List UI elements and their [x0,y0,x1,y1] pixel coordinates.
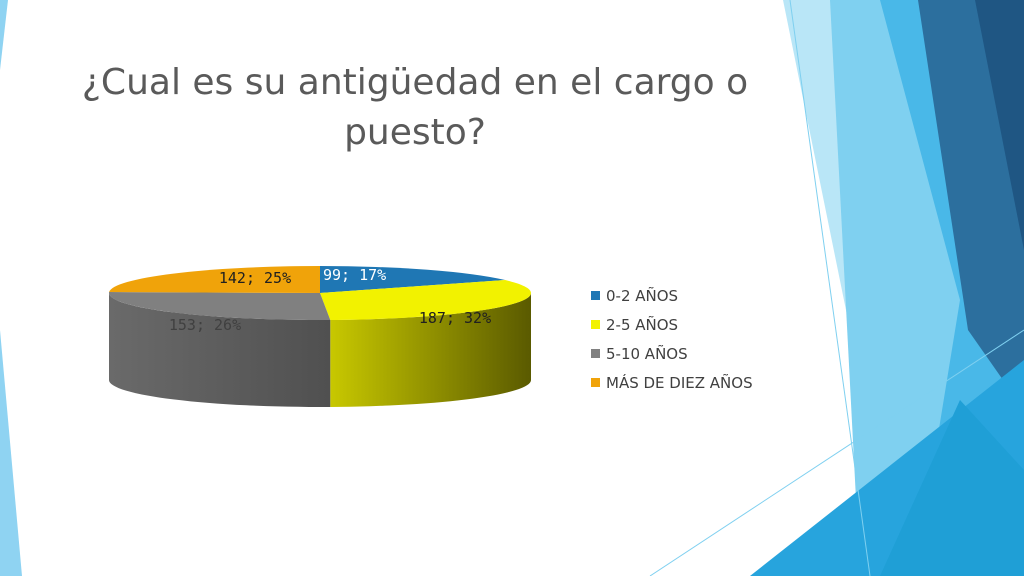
pie-slice-2 [109,292,331,320]
pie-labels: 99; 17% 187; 32% 153; 26% 142; 25% [169,266,491,334]
decor-left-top [0,0,8,70]
legend: 0-2 AÑOS 2-5 AÑOS 5-10 AÑOS MÁS DE DIEZ AÑO… [591,286,753,392]
pie-sides [109,293,531,408]
pie-top [109,266,532,320]
legend-label-1: 2-5 AÑOS [606,315,678,334]
legend-swatch-0 [591,291,600,300]
decor-left-bottom [0,330,22,576]
decor-shape-bottom-2 [880,400,1024,576]
data-label-3: 142; 25% [219,269,291,287]
legend-label-3: MÁS DE DIEZ AÑOS [606,373,753,392]
pie-side-2 [109,293,331,408]
data-label-2: 153; 26% [169,316,241,334]
pie-slice-1 [320,280,532,320]
legend-label-0: 0-2 AÑOS [606,286,678,305]
pie-side-1 [330,293,531,407]
pie-slice-0 [320,266,506,293]
decor-shape-dark-2 [975,0,1024,250]
data-label-0: 99; 17% [323,266,386,284]
legend-swatch-3 [591,378,600,387]
legend-swatch-1 [591,320,600,329]
decor-line-2 [649,329,1024,576]
legend-swatch-2 [591,349,600,358]
slide-title: ¿Cual es su antigüedad en el cargo o pue… [81,62,749,153]
data-label-1: 187; 32% [419,309,491,327]
pie-slice-3 [109,266,320,293]
legend-label-2: 5-10 AÑOS [606,344,688,363]
decor-line-1 [789,0,871,576]
